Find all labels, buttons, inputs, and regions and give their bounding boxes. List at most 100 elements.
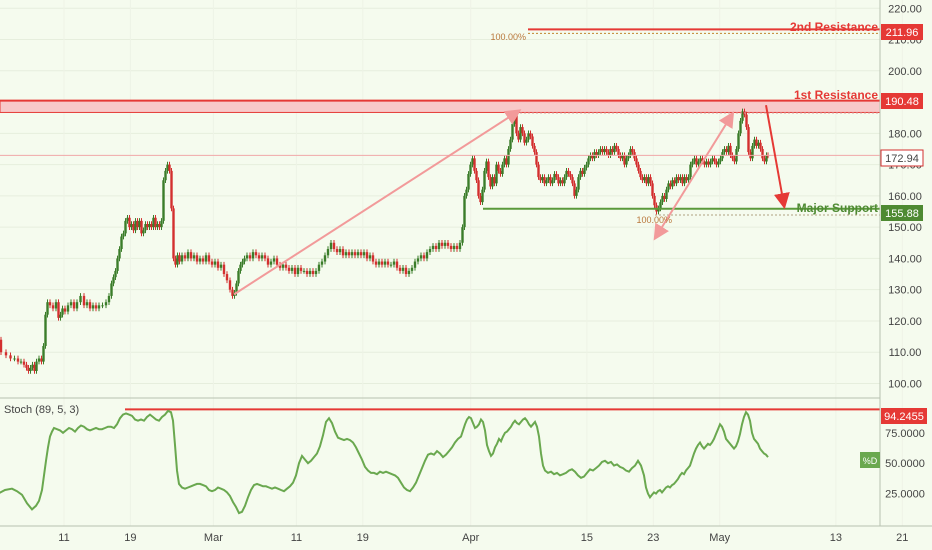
candle-body	[269, 261, 273, 265]
candle-body	[140, 220, 143, 234]
time-tick-label: 15	[581, 532, 593, 544]
candle-body	[207, 255, 211, 262]
candle-body	[619, 155, 622, 159]
candle-body	[413, 261, 417, 268]
candle-body	[222, 264, 226, 275]
candle-body	[551, 180, 554, 184]
resistance2-value: 211.96	[886, 27, 919, 39]
candle-body	[565, 170, 568, 178]
candle-body	[323, 255, 327, 262]
candle-body	[213, 261, 217, 265]
candle-body	[142, 230, 145, 234]
candle-body	[40, 358, 43, 362]
candle-body	[353, 252, 357, 256]
candle-body	[35, 361, 38, 371]
stoch-axis: 75.0000 50.0000 25.0000	[885, 428, 925, 501]
projection-arrow-1	[233, 109, 522, 296]
price-tick-label: 100.00	[888, 378, 922, 390]
candle-body	[533, 145, 536, 153]
candle-body	[609, 148, 612, 156]
candle-body	[623, 155, 626, 165]
candle-body	[525, 139, 528, 143]
candle-body	[751, 145, 754, 159]
candle-body	[755, 139, 758, 146]
candle-body	[82, 295, 86, 306]
price-tick-label: 200.00	[888, 66, 922, 78]
candle-body	[395, 261, 399, 268]
candle-body	[477, 180, 480, 196]
time-tick-label: 21	[896, 532, 908, 544]
candle-body	[398, 267, 402, 271]
candle-body	[651, 183, 654, 196]
candle-body	[507, 148, 510, 165]
stoch-tick-label: 50.0000	[885, 458, 925, 470]
candle-body	[579, 170, 582, 178]
candle-body	[659, 202, 662, 209]
candle-body	[225, 274, 229, 281]
price-axis: 220.00210.00200.00190.00180.00170.00160.…	[888, 3, 922, 390]
candle-body	[581, 170, 584, 174]
candle-body	[326, 249, 330, 256]
candle-body	[739, 120, 742, 134]
candle-body	[63, 308, 67, 312]
candle-body	[437, 242, 441, 250]
candle-body	[120, 236, 123, 250]
candle-body	[431, 245, 435, 250]
candle-body	[48, 302, 52, 306]
candle-body	[647, 177, 650, 184]
candle-body	[553, 173, 556, 181]
time-axis: 11 19 Mar 11 19 Apr 15 23 May 13 21	[58, 532, 908, 544]
candle-body	[61, 308, 64, 315]
candle-body	[483, 170, 486, 190]
candle-body	[515, 114, 518, 134]
stoch-d-badge: %D	[860, 452, 880, 468]
support-fib-label: 100.00%	[636, 215, 672, 225]
candle-body	[284, 264, 288, 268]
candle-body	[571, 177, 574, 184]
candle-body	[511, 123, 514, 140]
candle-body	[555, 173, 558, 178]
candle-body	[583, 167, 586, 174]
candle-body	[529, 133, 532, 137]
candle-body	[575, 189, 578, 196]
candle-body	[729, 145, 732, 156]
candle-body	[287, 267, 291, 271]
candle-body	[645, 177, 648, 184]
candle-body	[178, 255, 181, 262]
candle-body	[389, 264, 393, 266]
candle-body	[126, 217, 129, 221]
candle-body	[150, 224, 153, 228]
candle-body	[422, 255, 426, 259]
price-tick-label: 130.00	[888, 285, 922, 297]
candle-body	[91, 305, 95, 309]
candle-body	[521, 127, 524, 134]
candle-body	[463, 195, 466, 228]
gridlines	[0, 7, 880, 384]
candle-body	[42, 345, 45, 362]
stoch-tick-label: 25.0000	[885, 489, 925, 501]
candle-body	[162, 180, 165, 221]
candle-body	[101, 305, 104, 307]
candle-body	[97, 305, 101, 309]
candle-body	[641, 177, 644, 181]
candle-body	[338, 249, 342, 253]
candle-body	[691, 161, 694, 165]
candle-body	[329, 242, 333, 250]
candle-body	[621, 155, 624, 159]
stoch-d-label: %D	[863, 456, 878, 466]
candle-body	[489, 177, 492, 187]
candle-body	[33, 364, 36, 371]
candle-body	[440, 242, 444, 246]
candle-body	[172, 208, 175, 259]
candle-body	[428, 249, 432, 253]
candle-body	[501, 164, 504, 174]
candle-body	[88, 302, 92, 309]
resistance1-badge: 190.48	[881, 93, 923, 109]
candle-body	[493, 177, 496, 184]
candle-body	[649, 177, 652, 184]
candle-body	[27, 367, 30, 371]
candle-body	[465, 189, 468, 196]
candle-body	[13, 358, 16, 360]
candle-body	[94, 305, 98, 309]
